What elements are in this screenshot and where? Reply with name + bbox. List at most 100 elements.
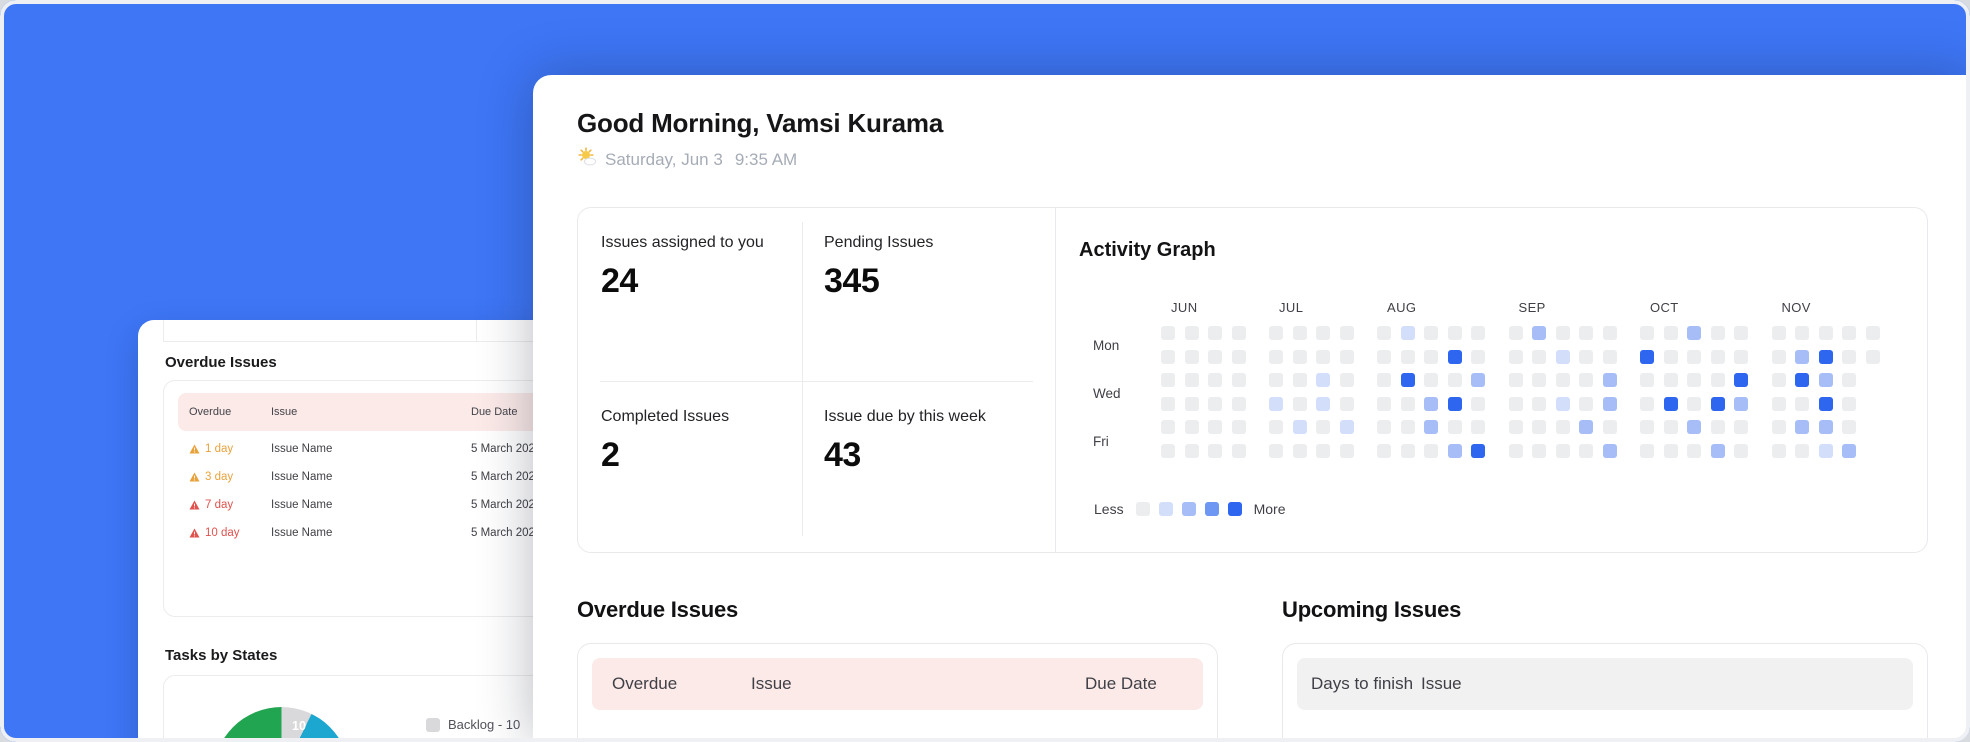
heatmap-cell[interactable] <box>1687 349 1701 364</box>
heatmap-cell[interactable] <box>1579 373 1593 387</box>
heatmap-cell[interactable] <box>1663 396 1678 411</box>
heatmap-cell[interactable] <box>1579 349 1593 364</box>
heatmap-cell[interactable] <box>1316 349 1330 364</box>
heatmap-cell[interactable] <box>1377 443 1391 458</box>
heatmap-cell[interactable] <box>1555 443 1570 458</box>
heatmap-cell[interactable] <box>1687 373 1701 387</box>
heatmap-cell[interactable] <box>1400 396 1415 411</box>
bg-overdue-table-row[interactable]: 3 day Issue Name 5 March 202 <box>178 463 1198 491</box>
heatmap-cell[interactable] <box>1316 396 1330 411</box>
heatmap-cell[interactable] <box>1292 373 1307 387</box>
heatmap-cell[interactable] <box>1508 326 1523 340</box>
heatmap-cell[interactable] <box>1377 396 1391 411</box>
heatmap-cell[interactable] <box>1208 396 1222 411</box>
heatmap-cell[interactable] <box>1663 420 1678 434</box>
heatmap-cell[interactable] <box>1532 420 1546 434</box>
heatmap-cell[interactable] <box>1640 326 1654 340</box>
heatmap-cell[interactable] <box>1316 420 1330 434</box>
heatmap-cell[interactable] <box>1161 326 1175 340</box>
heatmap-cell[interactable] <box>1842 349 1856 364</box>
heatmap-cell[interactable] <box>1269 420 1283 434</box>
heatmap-cell[interactable] <box>1424 373 1438 387</box>
heatmap-cell[interactable] <box>1687 326 1701 340</box>
heatmap-cell[interactable] <box>1161 443 1175 458</box>
bg-overdue-table-row[interactable]: 10 day Issue Name 5 March 202 <box>178 519 1198 547</box>
heatmap-cell[interactable] <box>1532 443 1546 458</box>
heatmap-cell[interactable] <box>1231 349 1246 364</box>
heatmap-cell[interactable] <box>1795 326 1809 340</box>
heatmap-cell[interactable] <box>1316 373 1330 387</box>
heatmap-cell[interactable] <box>1710 396 1725 411</box>
heatmap-cell[interactable] <box>1532 349 1546 364</box>
heatmap-cell[interactable] <box>1161 420 1175 434</box>
heatmap-cell[interactable] <box>1184 420 1199 434</box>
heatmap-cell[interactable] <box>1292 326 1307 340</box>
heatmap-cell[interactable] <box>1579 443 1593 458</box>
heatmap-cell[interactable] <box>1208 326 1222 340</box>
heatmap-cell[interactable] <box>1842 396 1856 411</box>
heatmap-cell[interactable] <box>1424 396 1438 411</box>
heatmap-cell[interactable] <box>1602 326 1617 340</box>
heatmap-cell[interactable] <box>1602 349 1617 364</box>
heatmap-cell[interactable] <box>1710 420 1725 434</box>
heatmap-cell[interactable] <box>1339 326 1354 340</box>
heatmap-cell[interactable] <box>1842 420 1856 434</box>
heatmap-cell[interactable] <box>1316 443 1330 458</box>
heatmap-cell[interactable] <box>1400 420 1415 434</box>
heatmap-cell[interactable] <box>1710 443 1725 458</box>
heatmap-cell[interactable] <box>1842 443 1856 458</box>
heatmap-cell[interactable] <box>1795 443 1809 458</box>
heatmap-cell[interactable] <box>1231 373 1246 387</box>
heatmap-cell[interactable] <box>1771 373 1786 387</box>
heatmap-cell[interactable] <box>1377 420 1391 434</box>
heatmap-cell[interactable] <box>1865 326 1880 340</box>
bg-overdue-table-row[interactable]: 7 day Issue Name 5 March 202 <box>178 491 1198 519</box>
heatmap-cell[interactable] <box>1555 420 1570 434</box>
heatmap-cell[interactable] <box>1795 373 1809 387</box>
heatmap-cell[interactable] <box>1269 443 1283 458</box>
heatmap-cell[interactable] <box>1400 443 1415 458</box>
heatmap-cell[interactable] <box>1208 373 1222 387</box>
heatmap-cell[interactable] <box>1532 373 1546 387</box>
heatmap-cell[interactable] <box>1339 420 1354 434</box>
heatmap-cell[interactable] <box>1734 326 1748 340</box>
heatmap-cell[interactable] <box>1447 373 1462 387</box>
heatmap-cell[interactable] <box>1795 349 1809 364</box>
heatmap-cell[interactable] <box>1818 396 1833 411</box>
heatmap-cell[interactable] <box>1663 326 1678 340</box>
heatmap-cell[interactable] <box>1579 326 1593 340</box>
heatmap-cell[interactable] <box>1208 420 1222 434</box>
heatmap-cell[interactable] <box>1447 443 1462 458</box>
heatmap-cell[interactable] <box>1208 349 1222 364</box>
heatmap-cell[interactable] <box>1400 349 1415 364</box>
heatmap-cell[interactable] <box>1292 443 1307 458</box>
heatmap-cell[interactable] <box>1818 326 1833 340</box>
heatmap-cell[interactable] <box>1161 373 1175 387</box>
bg-overdue-table-row[interactable]: 1 day Issue Name 5 March 202 <box>178 435 1198 463</box>
heatmap-cell[interactable] <box>1424 326 1438 340</box>
heatmap-cell[interactable] <box>1424 349 1438 364</box>
heatmap-cell[interactable] <box>1640 396 1654 411</box>
heatmap-cell[interactable] <box>1602 373 1617 387</box>
heatmap-cell[interactable] <box>1771 443 1786 458</box>
heatmap-cell[interactable] <box>1339 443 1354 458</box>
heatmap-cell[interactable] <box>1710 349 1725 364</box>
heatmap-cell[interactable] <box>1231 420 1246 434</box>
heatmap-cell[interactable] <box>1771 396 1786 411</box>
heatmap-cell[interactable] <box>1818 420 1833 434</box>
heatmap-cell[interactable] <box>1734 349 1748 364</box>
heatmap-cell[interactable] <box>1424 443 1438 458</box>
heatmap-cell[interactable] <box>1339 349 1354 364</box>
heatmap-cell[interactable] <box>1447 420 1462 434</box>
heatmap-cell[interactable] <box>1508 443 1523 458</box>
heatmap-cell[interactable] <box>1555 349 1570 364</box>
heatmap-cell[interactable] <box>1842 326 1856 340</box>
heatmap-cell[interactable] <box>1208 443 1222 458</box>
heatmap-cell[interactable] <box>1687 420 1701 434</box>
heatmap-cell[interactable] <box>1161 396 1175 411</box>
heatmap-cell[interactable] <box>1710 326 1725 340</box>
heatmap-cell[interactable] <box>1532 396 1546 411</box>
heatmap-cell[interactable] <box>1339 373 1354 387</box>
heatmap-cell[interactable] <box>1161 349 1175 364</box>
heatmap-cell[interactable] <box>1818 443 1833 458</box>
